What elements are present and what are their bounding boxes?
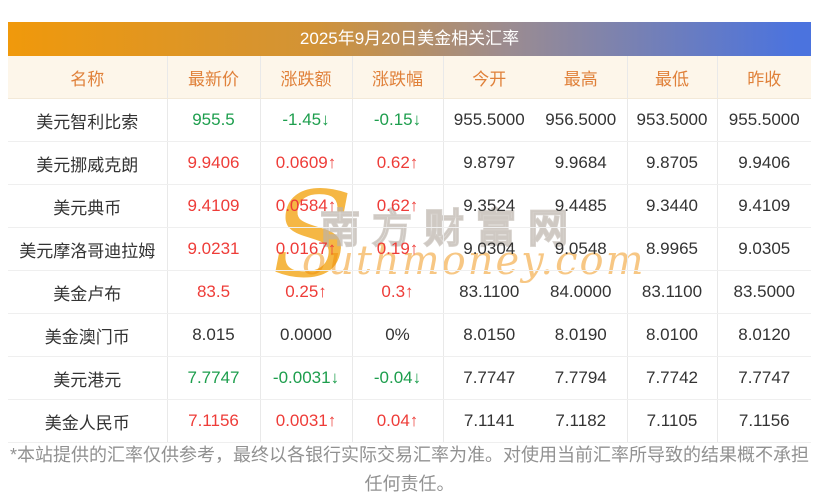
table-row: 美元摩洛哥迪拉姆 9.0231 0.0167↑ 0.19↑ 9.0304 9.0548 8.… xyxy=(8,227,811,271)
cell-change: -0.0031↓ xyxy=(260,356,353,400)
cell-change_pct: -0.04↓ xyxy=(352,356,444,400)
cell-name: 美金人民币 xyxy=(8,399,168,443)
cell-latest: 7.7747 xyxy=(167,356,261,400)
column-header-prev_close: 昨收 xyxy=(717,56,811,99)
cell-prev_close: 7.1156 xyxy=(717,399,811,443)
cell-open: 9.0304 xyxy=(443,227,535,271)
cell-open: 8.0150 xyxy=(443,313,535,357)
table-row: 美金卢布 83.5 0.25↑ 0.3↑ 83.1100 84.0000 83.1100 83… xyxy=(8,270,811,314)
cell-change_pct: 0.04↑ xyxy=(352,399,444,443)
cell-prev_close: 9.9406 xyxy=(717,141,811,185)
table-header-row: 名称 最新价 涨跌额 涨跌幅 今开 最高 最低 昨收 xyxy=(8,56,811,99)
column-header-change: 涨跌额 xyxy=(260,56,353,99)
cell-change_pct: 0.62↑ xyxy=(352,141,444,185)
cell-name: 美元典币 xyxy=(8,184,168,228)
column-header-latest: 最新价 xyxy=(167,56,261,99)
cell-low: 9.3440 xyxy=(627,184,718,228)
column-header-low: 最低 xyxy=(627,56,718,99)
column-header-high: 最高 xyxy=(535,56,628,99)
column-header-change_pct: 涨跌幅 xyxy=(352,56,444,99)
cell-open: 7.7747 xyxy=(443,356,535,400)
cell-prev_close: 8.0120 xyxy=(717,313,811,357)
cell-change_pct: 0.19↑ xyxy=(352,227,444,271)
cell-change: -1.45↓ xyxy=(260,98,353,142)
cell-change: 0.0584↑ xyxy=(260,184,353,228)
cell-change: 0.0000 xyxy=(260,313,353,357)
cell-latest: 83.5 xyxy=(167,270,261,314)
column-header-name: 名称 xyxy=(8,56,168,99)
cell-latest: 7.1156 xyxy=(167,399,261,443)
cell-latest: 955.5 xyxy=(167,98,261,142)
cell-open: 955.5000 xyxy=(443,98,535,142)
cell-name: 美金卢布 xyxy=(8,270,168,314)
cell-latest: 9.4109 xyxy=(167,184,261,228)
cell-low: 9.8705 xyxy=(627,141,718,185)
cell-change: 0.0609↑ xyxy=(260,141,353,185)
cell-high: 956.5000 xyxy=(535,98,628,142)
cell-latest: 8.015 xyxy=(167,313,261,357)
cell-change: 0.0031↑ xyxy=(260,399,353,443)
table-row: 美元智利比索 955.5 -1.45↓ -0.15↓ 955.5000 956.5000 9… xyxy=(8,98,811,142)
title-bar: 2025年9月20日美金相关汇率 xyxy=(8,22,811,56)
cell-change_pct: 0% xyxy=(352,313,444,357)
cell-high: 9.9684 xyxy=(535,141,628,185)
cell-change_pct: 0.62↑ xyxy=(352,184,444,228)
cell-change: 0.25↑ xyxy=(260,270,353,314)
cell-low: 83.1100 xyxy=(627,270,718,314)
cell-high: 9.4485 xyxy=(535,184,628,228)
cell-low: 7.1105 xyxy=(627,399,718,443)
cell-high: 84.0000 xyxy=(535,270,628,314)
cell-name: 美元智利比索 xyxy=(8,98,168,142)
page-title: 2025年9月20日美金相关汇率 xyxy=(299,29,520,48)
cell-open: 83.1100 xyxy=(443,270,535,314)
cell-name: 美元港元 xyxy=(8,356,168,400)
cell-high: 8.0190 xyxy=(535,313,628,357)
cell-open: 9.3524 xyxy=(443,184,535,228)
cell-high: 7.1182 xyxy=(535,399,628,443)
cell-name: 美金澳门币 xyxy=(8,313,168,357)
cell-low: 953.5000 xyxy=(627,98,718,142)
cell-open: 9.8797 xyxy=(443,141,535,185)
cell-prev_close: 9.4109 xyxy=(717,184,811,228)
cell-latest: 9.9406 xyxy=(167,141,261,185)
exchange-rate-table: 名称 最新价 涨跌额 涨跌幅 今开 最高 最低 昨收 美元智利比索 955.5 -1.45↓ -0.… xyxy=(8,56,811,443)
cell-change: 0.0167↑ xyxy=(260,227,353,271)
cell-change_pct: -0.15↓ xyxy=(352,98,444,142)
cell-prev_close: 955.5000 xyxy=(717,98,811,142)
cell-low: 7.7742 xyxy=(627,356,718,400)
column-header-open: 今开 xyxy=(443,56,535,99)
cell-low: 8.0100 xyxy=(627,313,718,357)
cell-latest: 9.0231 xyxy=(167,227,261,271)
cell-low: 8.9965 xyxy=(627,227,718,271)
cell-prev_close: 9.0305 xyxy=(717,227,811,271)
cell-prev_close: 83.5000 xyxy=(717,270,811,314)
table-row: 美金澳门币 8.015 0.0000 0% 8.0150 8.0190 8.0100 8.01… xyxy=(8,313,811,357)
table-row: 美元港元 7.7747 -0.0031↓ -0.04↓ 7.7747 7.7794 7.77… xyxy=(8,356,811,400)
cell-high: 9.0548 xyxy=(535,227,628,271)
table-row: 美元典币 9.4109 0.0584↑ 0.62↑ 9.3524 9.4485 9.3440… xyxy=(8,184,811,228)
cell-high: 7.7794 xyxy=(535,356,628,400)
cell-change_pct: 0.3↑ xyxy=(352,270,444,314)
table-body: 美元智利比索 955.5 -1.45↓ -0.15↓ 955.5000 956.5000 9… xyxy=(8,98,811,443)
cell-prev_close: 7.7747 xyxy=(717,356,811,400)
disclaimer-text: *本站提供的汇率仅供参考，最终以各银行实际交易汇率为准。对使用当前汇率所导致的结… xyxy=(9,445,809,494)
table-row: 美金人民币 7.1156 0.0031↑ 0.04↑ 7.1141 7.1182 7.110… xyxy=(8,399,811,443)
cell-name: 美元挪威克朗 xyxy=(8,141,168,185)
cell-name: 美元摩洛哥迪拉姆 xyxy=(8,227,168,271)
table-row: 美元挪威克朗 9.9406 0.0609↑ 0.62↑ 9.8797 9.9684 9.87… xyxy=(8,141,811,185)
cell-open: 7.1141 xyxy=(443,399,535,443)
